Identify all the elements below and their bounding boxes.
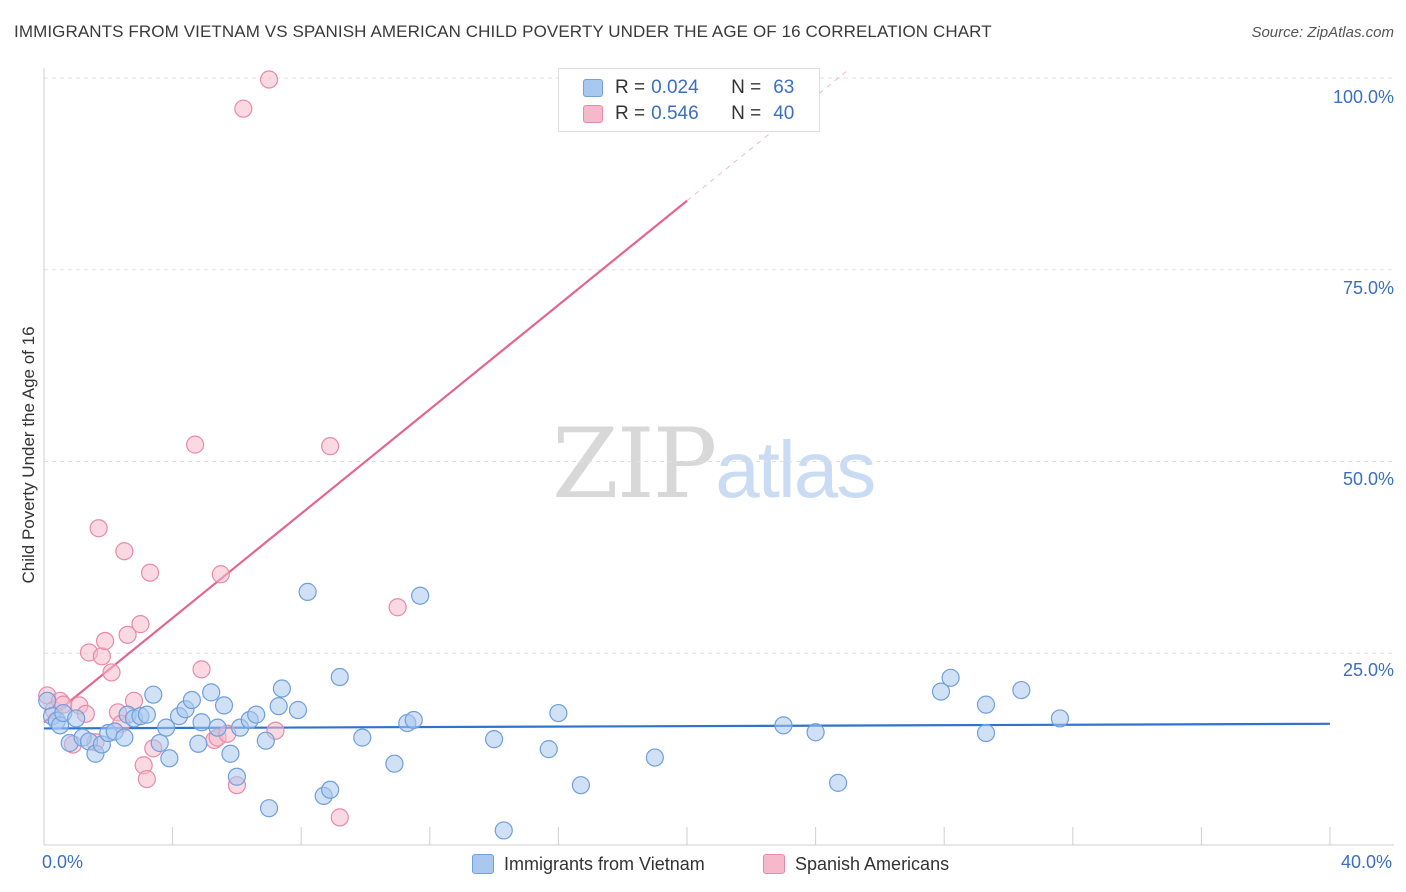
- legend-r-label: R =: [615, 103, 646, 124]
- legend-swatch-spanish: [583, 105, 603, 123]
- point-vietnam: [931, 682, 951, 701]
- y-tick-50: 50.0%: [1342, 469, 1394, 489]
- trend-line-spanish-extension: [686, 69, 849, 202]
- point-vietnam: [806, 723, 825, 742]
- point-spanish: [92, 647, 111, 666]
- point-spanish: [131, 615, 150, 634]
- point-vietnam: [411, 586, 430, 605]
- point-spanish: [95, 631, 115, 651]
- point-vietnam: [571, 776, 591, 795]
- point-vietnam: [144, 685, 163, 704]
- watermark-zip: ZIP: [552, 408, 717, 520]
- point-vietnam: [549, 703, 568, 723]
- point-vietnam: [976, 695, 996, 714]
- trend-line-spanish: [43, 199, 688, 724]
- source-credit: Source: ZipAtlas.com: [1251, 24, 1394, 41]
- legend-swatch-spanish: [763, 854, 785, 874]
- y-tick-25: 25.0%: [1342, 660, 1394, 680]
- grid-lines: [44, 77, 1394, 654]
- point-vietnam: [941, 668, 960, 687]
- data-points: [38, 70, 1070, 840]
- point-vietnam: [976, 723, 996, 743]
- legend-label-spanish: Spanish Americans: [795, 853, 950, 874]
- point-vietnam: [182, 690, 201, 710]
- point-vietnam: [321, 780, 340, 799]
- point-vietnam: [385, 754, 404, 773]
- legend-item-spanish: Spanish Americans: [763, 851, 949, 877]
- point-vietnam: [221, 744, 240, 763]
- legend-label-vietnam: Immigrants from Vietnam: [504, 853, 705, 874]
- point-vietnam: [645, 748, 664, 767]
- point-vietnam: [227, 767, 246, 786]
- point-vietnam: [288, 700, 308, 720]
- point-spanish: [388, 598, 407, 617]
- point-vietnam: [38, 691, 57, 710]
- point-vietnam: [189, 734, 208, 753]
- legend-n-value: 40: [773, 103, 795, 124]
- point-vietnam: [67, 709, 86, 728]
- point-vietnam: [494, 821, 513, 840]
- point-vietnam: [202, 683, 221, 702]
- x-tick-min: 0.0%: [42, 852, 84, 872]
- y-tick-100: 100.0%: [1332, 87, 1394, 107]
- point-spanish: [321, 437, 340, 456]
- point-vietnam: [160, 749, 179, 768]
- point-spanish: [186, 435, 205, 454]
- legend-row-spanish: R = 0.546 N = 40: [583, 101, 794, 127]
- point-spanish: [115, 542, 134, 561]
- legend-swatch-vietnam: [472, 854, 494, 874]
- point-spanish: [192, 660, 211, 679]
- trend-line-vietnam: [43, 722, 1331, 730]
- point-vietnam: [247, 705, 266, 724]
- point-vietnam: [150, 733, 169, 753]
- watermark: ZIPatlas: [552, 408, 876, 520]
- point-spanish: [89, 519, 108, 538]
- point-spanish: [140, 563, 160, 582]
- point-vietnam: [259, 799, 279, 818]
- x-tick-max: 40.0%: [1340, 852, 1392, 872]
- legend-row-vietnam: R = 0.024 N = 63: [583, 75, 794, 101]
- point-spanish: [118, 625, 137, 644]
- point-vietnam: [256, 731, 275, 750]
- point-spanish: [211, 565, 230, 584]
- point-vietnam: [330, 667, 349, 687]
- point-vietnam: [1050, 709, 1070, 728]
- y-tick-75: 75.0%: [1342, 278, 1394, 298]
- point-vietnam: [539, 740, 558, 759]
- legend-r-label: R =: [615, 77, 646, 98]
- point-vietnam: [1012, 680, 1031, 700]
- legend-item-vietnam: Immigrants from Vietnam: [472, 851, 705, 877]
- point-vietnam: [353, 728, 372, 747]
- trend-lines: [43, 69, 1331, 730]
- point-vietnam: [157, 718, 176, 737]
- point-spanish: [259, 70, 279, 89]
- point-vietnam: [298, 582, 317, 601]
- legend-n-label: N =: [731, 77, 762, 98]
- point-vietnam: [269, 697, 288, 716]
- legend-n-label: N =: [731, 103, 762, 124]
- point-vietnam: [485, 730, 504, 749]
- legend-r-value: 0.546: [651, 103, 699, 124]
- point-vietnam: [272, 679, 292, 698]
- point-vietnam: [774, 716, 793, 735]
- point-vietnam: [192, 713, 211, 732]
- legend-swatch-vietnam: [583, 79, 603, 97]
- point-spanish: [330, 808, 349, 827]
- chart-title: IMMIGRANTS FROM VIETNAM VS SPANISH AMERI…: [14, 22, 992, 41]
- watermark-atlas: atlas: [715, 425, 876, 514]
- point-spanish: [102, 663, 121, 682]
- point-spanish: [137, 769, 156, 789]
- point-vietnam: [137, 705, 156, 724]
- point-vietnam: [208, 718, 227, 737]
- point-vietnam: [829, 773, 848, 792]
- point-vietnam: [404, 710, 423, 730]
- legend-n-value: 63: [773, 77, 795, 98]
- point-vietnam: [214, 696, 234, 715]
- point-spanish: [234, 99, 253, 118]
- point-vietnam: [115, 728, 134, 747]
- legend-r-value: 0.024: [651, 77, 699, 98]
- correlation-legend: R = 0.024 N = 63 R = 0.546 N = 40: [558, 68, 820, 132]
